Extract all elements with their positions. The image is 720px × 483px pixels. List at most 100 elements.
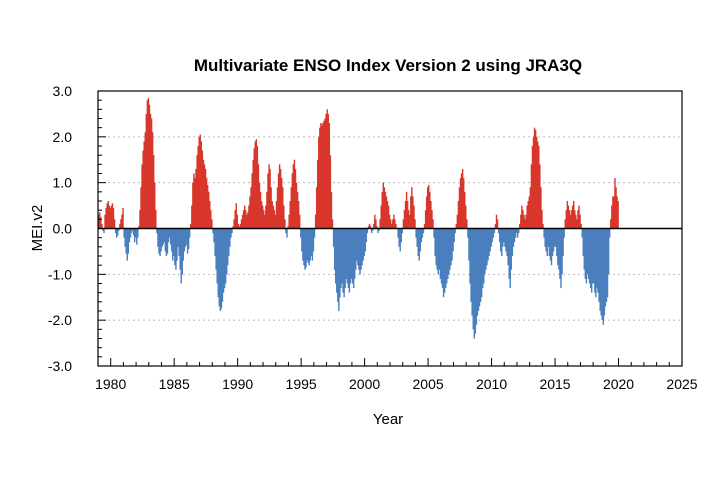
bar [241,214,244,229]
bar [272,205,274,229]
bar [312,228,315,252]
bar [293,159,296,229]
bar [282,187,284,229]
y-tick-label: -3.0 [48,358,72,374]
bar [510,228,512,270]
bar [518,228,520,234]
bar [436,228,438,270]
bar [201,150,204,229]
bar [369,226,372,229]
bar [486,228,488,266]
bar [250,187,252,229]
bar [173,228,175,256]
bar [579,214,581,229]
x-tick-label: 1985 [159,376,190,392]
bar [393,214,395,229]
bar [125,228,127,254]
bar [380,205,382,229]
bar [202,159,205,229]
bar [168,228,171,238]
bar [161,228,163,247]
bar [182,228,185,261]
bar [606,228,609,298]
bar [588,228,591,284]
bar [505,228,507,252]
bar [276,187,279,229]
bar [576,219,578,229]
bar [571,205,574,229]
bar [397,228,399,238]
bar [314,214,317,229]
bar [151,132,154,229]
bar [490,228,492,247]
bar [354,228,356,279]
bar [279,168,282,229]
bar [193,173,195,229]
bar [416,228,418,247]
bar [352,228,355,289]
bar [122,207,124,229]
bar [442,228,445,298]
bar [613,196,615,229]
bar [270,187,272,229]
y-tick-label: 2.0 [53,129,73,145]
bar [247,212,249,229]
bar [256,146,259,229]
bar [248,205,250,229]
bar [388,214,391,229]
bar [482,228,484,289]
bar [148,104,151,229]
bar [534,129,537,229]
bar [166,228,169,254]
bar [500,228,502,252]
bar [180,228,182,284]
bar [489,228,491,252]
bar [174,228,176,266]
bar [278,164,281,229]
bar [434,228,436,256]
bar [529,187,532,229]
bar [140,187,142,229]
bar [327,113,329,229]
bar [522,210,524,229]
x-tick-label: 1990 [222,376,253,392]
bar [254,141,256,229]
bar [515,228,518,234]
bar [457,201,460,229]
bar [159,228,161,256]
bar [304,228,306,270]
bar [544,228,546,247]
bar [532,136,535,229]
bar [325,113,327,229]
x-tick-label: 2025 [666,376,697,392]
bar [614,178,616,229]
bar [451,228,453,261]
bar [232,226,234,229]
bar [301,228,303,252]
bar [290,187,292,229]
bar [464,191,466,229]
bar [188,228,191,238]
x-tick-label: 2020 [603,376,634,392]
bar [512,228,515,247]
bar [616,196,618,229]
bar [411,187,413,229]
bar [265,205,267,229]
bar [366,228,369,234]
bar [511,228,514,256]
bar [283,205,285,229]
chart-title: Multivariate ENSO Index Version 2 using … [194,56,582,75]
bar [400,228,402,243]
bar [271,201,273,229]
bar [566,201,569,229]
bar [224,228,227,284]
bar [398,228,400,247]
bar [469,228,471,284]
bar [165,228,168,256]
axis-ticks [97,90,683,367]
bar [468,228,470,261]
bar [580,223,582,229]
bar [101,223,103,229]
bar [310,228,313,256]
bar [368,223,371,229]
